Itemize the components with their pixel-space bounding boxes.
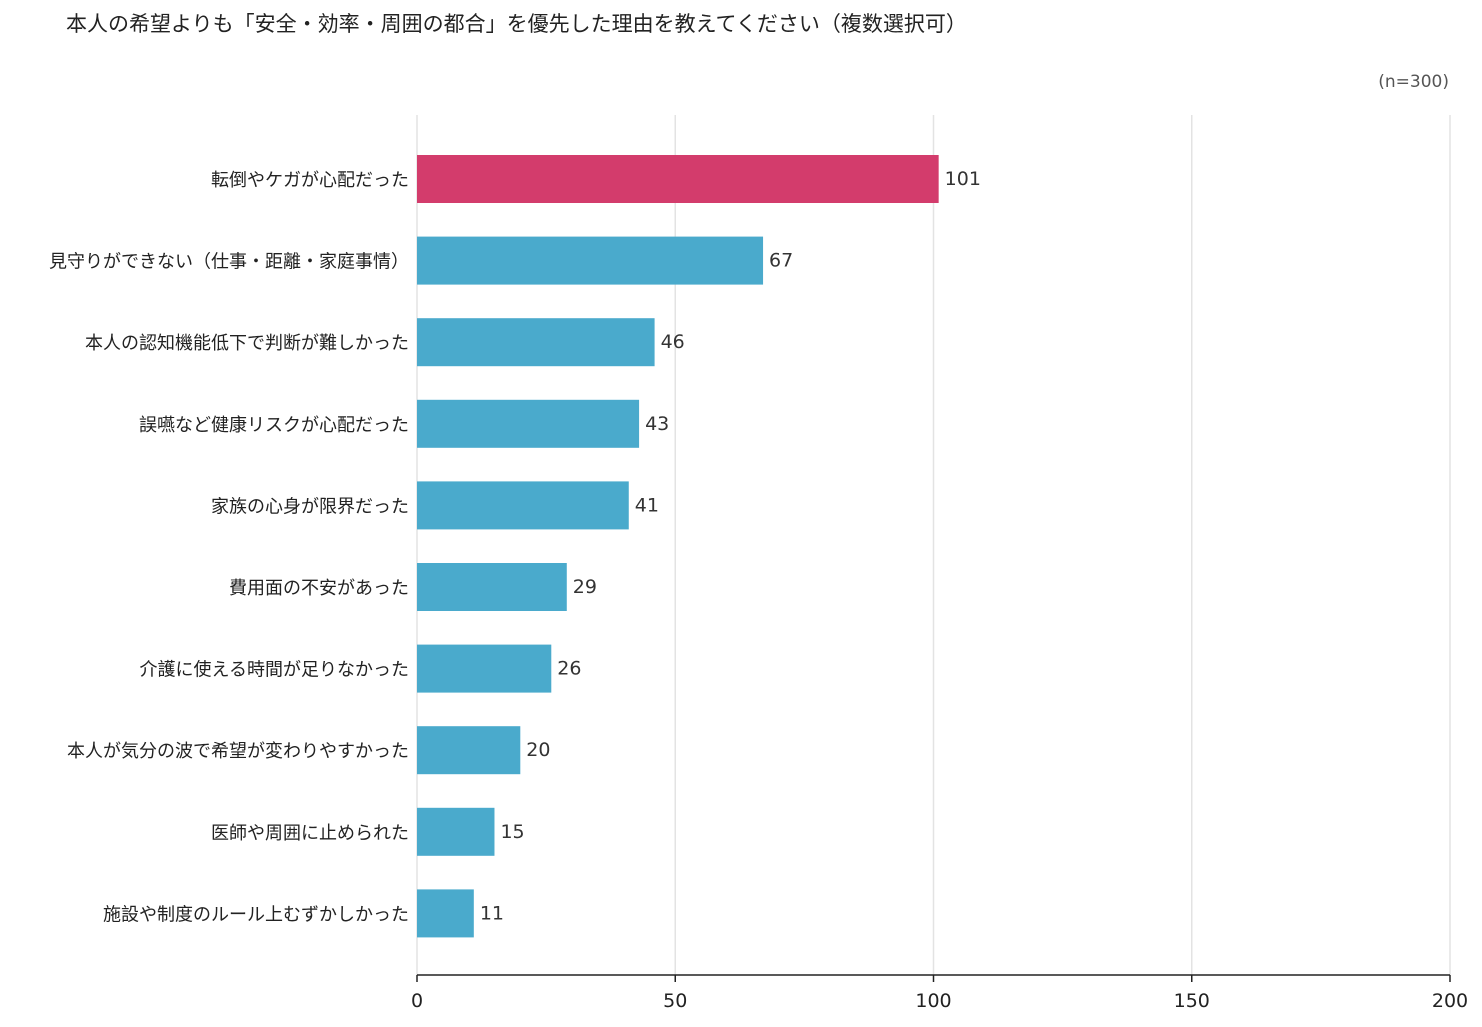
sample-size-note: (n=300) bbox=[1378, 72, 1449, 92]
x-tick-label-0: 0 bbox=[411, 990, 423, 1012]
bar-0 bbox=[417, 155, 939, 203]
bar-8 bbox=[417, 807, 495, 856]
bar-2 bbox=[417, 318, 655, 367]
value-label-6: 26 bbox=[557, 658, 581, 680]
bar-5 bbox=[417, 563, 567, 611]
category-label-3: 誤嚥など健康リスクが心配だった bbox=[139, 415, 409, 436]
bar-1 bbox=[417, 236, 764, 285]
value-label-2: 46 bbox=[661, 331, 685, 353]
category-label-7: 本人が気分の波で希望が変わりやすかった bbox=[67, 741, 409, 762]
category-label-9: 施設や制度のルール上むずかしかった bbox=[103, 904, 409, 925]
bar-4 bbox=[417, 481, 629, 530]
value-label-4: 41 bbox=[635, 494, 659, 516]
bar-9 bbox=[417, 889, 474, 938]
x-tick-label-1: 50 bbox=[663, 990, 687, 1012]
bar-3 bbox=[417, 399, 640, 448]
value-label-3: 43 bbox=[645, 413, 669, 435]
value-label-1: 67 bbox=[769, 250, 793, 272]
bar-6 bbox=[417, 644, 552, 693]
value-label-8: 15 bbox=[500, 821, 524, 843]
value-label-5: 29 bbox=[573, 576, 597, 598]
category-label-5: 費用面の不安があった bbox=[229, 578, 409, 599]
category-label-4: 家族の心身が限界だった bbox=[211, 496, 409, 517]
category-label-1: 見守りができない（仕事・距離・家庭事情） bbox=[49, 252, 409, 273]
value-label-7: 20 bbox=[526, 739, 550, 761]
bar-7 bbox=[417, 726, 521, 775]
x-tick-label-2: 100 bbox=[915, 990, 951, 1012]
category-label-8: 医師や周囲に止められた bbox=[211, 823, 409, 844]
value-label-9: 11 bbox=[480, 902, 504, 924]
category-label-0: 転倒やケガが心配だった bbox=[211, 170, 409, 191]
category-label-6: 介護に使える時間が足りなかった bbox=[140, 660, 409, 681]
value-label-0: 101 bbox=[945, 168, 981, 190]
category-label-2: 本人の認知機能低下で判断が難しかった bbox=[85, 333, 409, 354]
x-tick-label-3: 150 bbox=[1174, 990, 1210, 1012]
x-tick-label-4: 200 bbox=[1432, 990, 1468, 1012]
chart-title: 本人の希望よりも「安全・効率・周囲の都合」を優先した理由を教えてください（複数選… bbox=[66, 12, 967, 36]
